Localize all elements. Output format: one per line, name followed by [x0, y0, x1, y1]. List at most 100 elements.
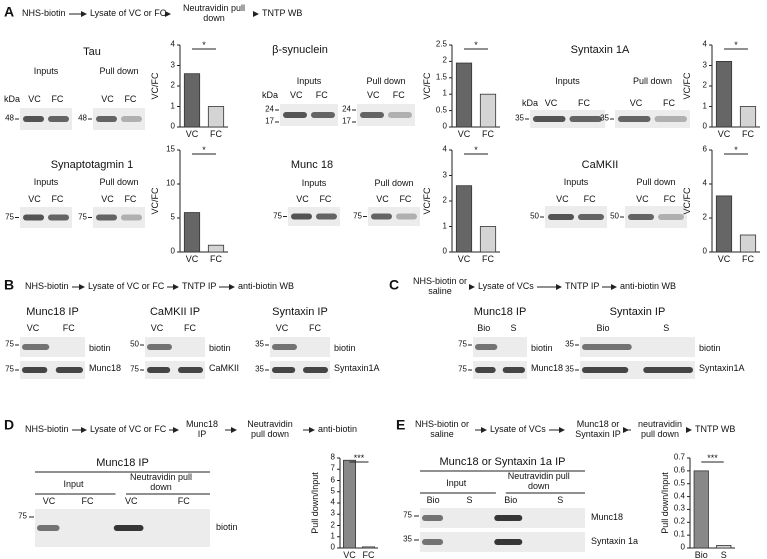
x-tick-label: FC	[742, 254, 754, 265]
workflow-arrowhead	[229, 284, 235, 290]
blot	[145, 361, 205, 379]
kda-marker: 75	[273, 211, 282, 221]
blot-header: Inputs	[301, 178, 327, 189]
y-tick-label: 3	[170, 60, 175, 70]
kda-marker: 75	[353, 211, 362, 221]
band-label: Munc18	[591, 512, 624, 523]
y-axis-label: Pull down/Input	[310, 472, 321, 534]
blot	[625, 206, 687, 228]
blot-title: Syntaxin IP	[609, 305, 666, 318]
band-label: biotin	[531, 343, 553, 354]
lane-label: VC	[28, 94, 41, 105]
significance: *	[734, 145, 738, 156]
lane-label: VC	[544, 98, 558, 109]
workflow-step: TNTP IP	[565, 281, 600, 292]
y-tick-label: 5	[330, 486, 335, 496]
y-tick-label: 2	[442, 55, 447, 65]
workflow-step: Lysate of VCs	[478, 281, 534, 292]
bar	[479, 226, 497, 253]
y-tick-label: 0.1	[673, 529, 685, 539]
blot	[368, 207, 420, 226]
lane-label: Bio	[477, 323, 491, 334]
blot-band	[360, 112, 384, 118]
workflow-step: NHS-biotin or saline	[414, 419, 470, 439]
y-tick-label: 0.3	[673, 504, 685, 514]
workflow-step: NHS-biotin or saline	[412, 276, 468, 296]
workflow-step: TNTP WB	[262, 8, 303, 19]
lane-label: FC	[399, 194, 412, 205]
lane-label: VC	[376, 194, 389, 205]
blot	[270, 361, 330, 379]
bar	[739, 234, 757, 253]
lane-label: VC	[629, 98, 643, 109]
y-tick-label: 0	[170, 121, 175, 131]
workflow-arrowhead	[481, 427, 487, 433]
workflow-arrowhead	[686, 427, 692, 433]
workflow-arrowhead	[173, 427, 179, 433]
lane-label: VC	[26, 323, 40, 334]
band-label: Syntaxin 1a	[591, 536, 639, 547]
workflow-arrowhead	[309, 427, 315, 433]
protein-title: Syntaxin 1A	[570, 43, 630, 56]
significance: *	[474, 145, 478, 156]
blot-header: Inputs	[33, 66, 59, 77]
blot-band	[475, 367, 496, 373]
bar	[693, 470, 709, 549]
lane-label: FC	[583, 194, 596, 205]
lane-label: FC	[663, 194, 676, 205]
y-tick-label: 1	[330, 531, 335, 541]
y-tick-label: 0.2	[673, 516, 685, 526]
blot-band	[618, 116, 651, 122]
kda-marker: 35	[565, 364, 574, 374]
blot-band	[147, 344, 172, 350]
y-tick-label: 4	[170, 39, 175, 49]
lane-label: FC	[319, 194, 332, 205]
x-tick-label: VC	[343, 550, 356, 559]
y-tick-label: 2	[442, 195, 447, 205]
kda-marker: 35	[600, 113, 609, 123]
blot	[357, 104, 415, 126]
blot-band	[272, 344, 297, 350]
y-tick-label: 0	[170, 246, 175, 256]
workflow-arrowhead	[556, 284, 562, 290]
blot-title: Syntaxin IP	[272, 305, 328, 318]
kda-marker: 75	[78, 212, 87, 222]
blot-band	[533, 116, 566, 122]
workflow-arrowhead	[253, 11, 259, 17]
x-tick-label: FC	[210, 129, 222, 140]
workflow-step: NHS-biotin	[25, 281, 69, 292]
bar	[455, 185, 473, 253]
blot-band	[303, 367, 328, 373]
lane-label: VC	[289, 90, 303, 101]
bar	[739, 106, 757, 128]
kda-marker: 48	[5, 113, 14, 123]
lane-label: S	[557, 495, 564, 506]
y-tick-label: 2.5	[435, 39, 447, 49]
y-tick-label: 4	[330, 497, 335, 507]
blot-band	[388, 112, 412, 118]
y-tick-label: 3	[442, 170, 447, 180]
bar	[183, 73, 201, 128]
x-tick-label: VC	[457, 129, 471, 140]
blot	[545, 206, 607, 228]
lane-label: FC	[177, 496, 190, 507]
protein-title: Munc 18	[290, 158, 334, 171]
blot-band	[272, 367, 296, 373]
x-tick-label: FC	[482, 129, 494, 140]
blot	[288, 207, 340, 226]
blot	[580, 361, 695, 379]
lane-label: FC	[81, 496, 94, 507]
kda-marker: 24	[265, 104, 274, 114]
panel-letter: B	[4, 276, 15, 293]
blot-band	[121, 214, 142, 221]
y-tick-label: 1	[702, 101, 707, 111]
blot-header: Pull down	[632, 76, 673, 87]
blot-band	[494, 515, 523, 521]
lane-label: VC	[556, 194, 569, 205]
y-tick-label: 4	[442, 144, 447, 154]
blot-header: Input	[446, 478, 467, 489]
y-tick-label: 6	[702, 144, 707, 154]
lane-label: VC	[42, 496, 56, 507]
blot-title: CaMKII IP	[149, 305, 201, 318]
x-tick-label: FC	[362, 550, 375, 559]
